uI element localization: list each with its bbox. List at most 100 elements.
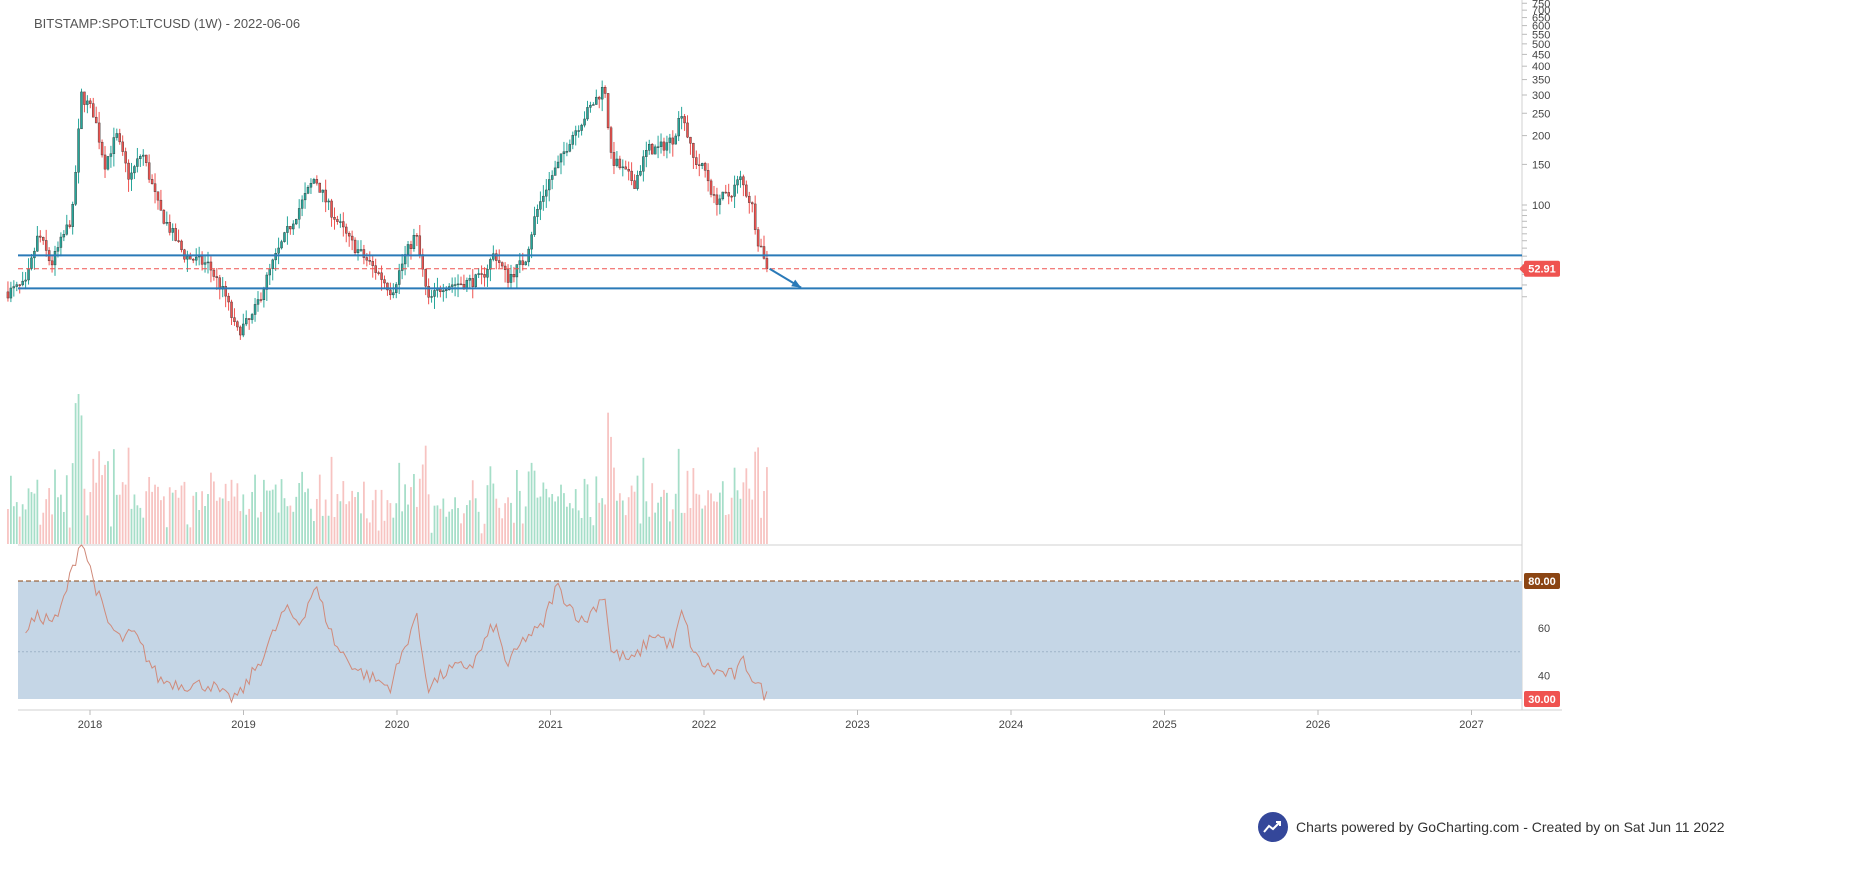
candle: [736, 175, 739, 194]
volume-bar: [327, 515, 330, 544]
volume-bar: [536, 497, 539, 544]
candle: [130, 162, 133, 191]
volume-bar: [336, 494, 339, 544]
candle-body: [400, 263, 404, 271]
candle-body: [265, 274, 269, 290]
volume-bar: [689, 508, 692, 544]
volume-bar: [389, 503, 392, 544]
candle: [592, 102, 595, 106]
candle-body: [653, 146, 657, 155]
candle: [336, 215, 339, 225]
volume-bar: [127, 447, 130, 544]
candle-body: [721, 191, 725, 200]
credit-bar[interactable]: Charts powered by GoCharting.com - Creat…: [1258, 812, 1725, 842]
candle: [474, 273, 477, 289]
candle-body: [762, 246, 766, 259]
candle: [53, 245, 57, 276]
candle-body: [606, 93, 610, 128]
candle: [392, 283, 395, 299]
volume-bar: [413, 474, 415, 544]
candle: [712, 185, 716, 204]
volume-bar: [586, 484, 589, 544]
volume-bar: [421, 464, 424, 544]
volume-bar: [616, 500, 618, 544]
volume-bar: [460, 523, 462, 544]
candle-body: [247, 318, 251, 320]
volume-bar: [530, 462, 533, 544]
candle: [759, 238, 763, 248]
candle-body: [474, 274, 477, 287]
volume-bar: [289, 505, 292, 544]
candle-body: [748, 195, 751, 203]
candle: [162, 209, 166, 225]
candle-body: [289, 226, 292, 230]
volume-bar: [160, 500, 162, 544]
candle: [239, 325, 242, 340]
candle-body: [495, 253, 498, 261]
candle: [168, 214, 171, 236]
volume-bar: [271, 489, 274, 544]
horizontal-levels: [18, 254, 1522, 290]
volume-bar: [721, 481, 724, 544]
candle-body: [739, 176, 742, 180]
candle-body: [471, 278, 474, 287]
volume-bar: [318, 474, 321, 544]
candle-body: [553, 167, 557, 176]
candle-body: [36, 235, 39, 252]
candle-body: [427, 286, 430, 298]
volume-bar: [448, 511, 451, 544]
candle-body: [280, 241, 283, 249]
candle: [418, 224, 422, 259]
candle-body: [418, 235, 422, 255]
candle-body: [506, 269, 510, 283]
price-tick-label: 200: [1532, 131, 1550, 143]
candle-body: [571, 135, 575, 145]
volume-bar: [180, 485, 183, 544]
candle-body: [300, 199, 304, 209]
volume-bar: [598, 502, 601, 544]
candle-body: [100, 141, 104, 156]
price-tick-label: 750: [1532, 0, 1550, 10]
candle: [262, 286, 266, 308]
volume-bar: [10, 475, 12, 544]
candle-body: [630, 170, 633, 181]
candle-body: [727, 192, 730, 197]
candle-body: [27, 268, 30, 281]
candle: [100, 139, 104, 158]
candle-body: [15, 284, 18, 287]
current-price-badge: [1524, 260, 1560, 277]
candle-body: [215, 276, 219, 278]
volume-bar: [62, 511, 65, 544]
candle: [245, 310, 248, 327]
volume-bar: [574, 489, 577, 544]
volume-bar: [71, 463, 74, 544]
candle: [700, 162, 704, 170]
volume-bar: [345, 504, 348, 544]
candle: [400, 254, 404, 280]
volume-bar: [457, 508, 459, 544]
candle: [565, 142, 569, 157]
volume-bar: [695, 493, 698, 544]
candle: [253, 297, 257, 322]
candle-body: [559, 153, 563, 163]
candle: [350, 230, 354, 251]
candle: [68, 220, 71, 229]
year-tick-label: 2018: [78, 719, 102, 731]
volume-bar: [171, 492, 174, 544]
candle: [265, 272, 269, 301]
candle-body: [92, 103, 95, 118]
candle: [59, 232, 63, 257]
volume-bar: [465, 505, 468, 544]
candle-body: [324, 189, 327, 203]
candle: [247, 318, 251, 330]
candle: [412, 228, 416, 252]
volume-bar: [557, 496, 559, 544]
volume-bar: [474, 498, 477, 544]
candle-body: [256, 299, 260, 305]
volume-bar: [104, 464, 106, 544]
candle-body: [668, 137, 672, 143]
volume-bar: [724, 515, 727, 544]
candle: [624, 160, 627, 170]
candle-body: [303, 193, 307, 201]
candle: [598, 95, 601, 109]
